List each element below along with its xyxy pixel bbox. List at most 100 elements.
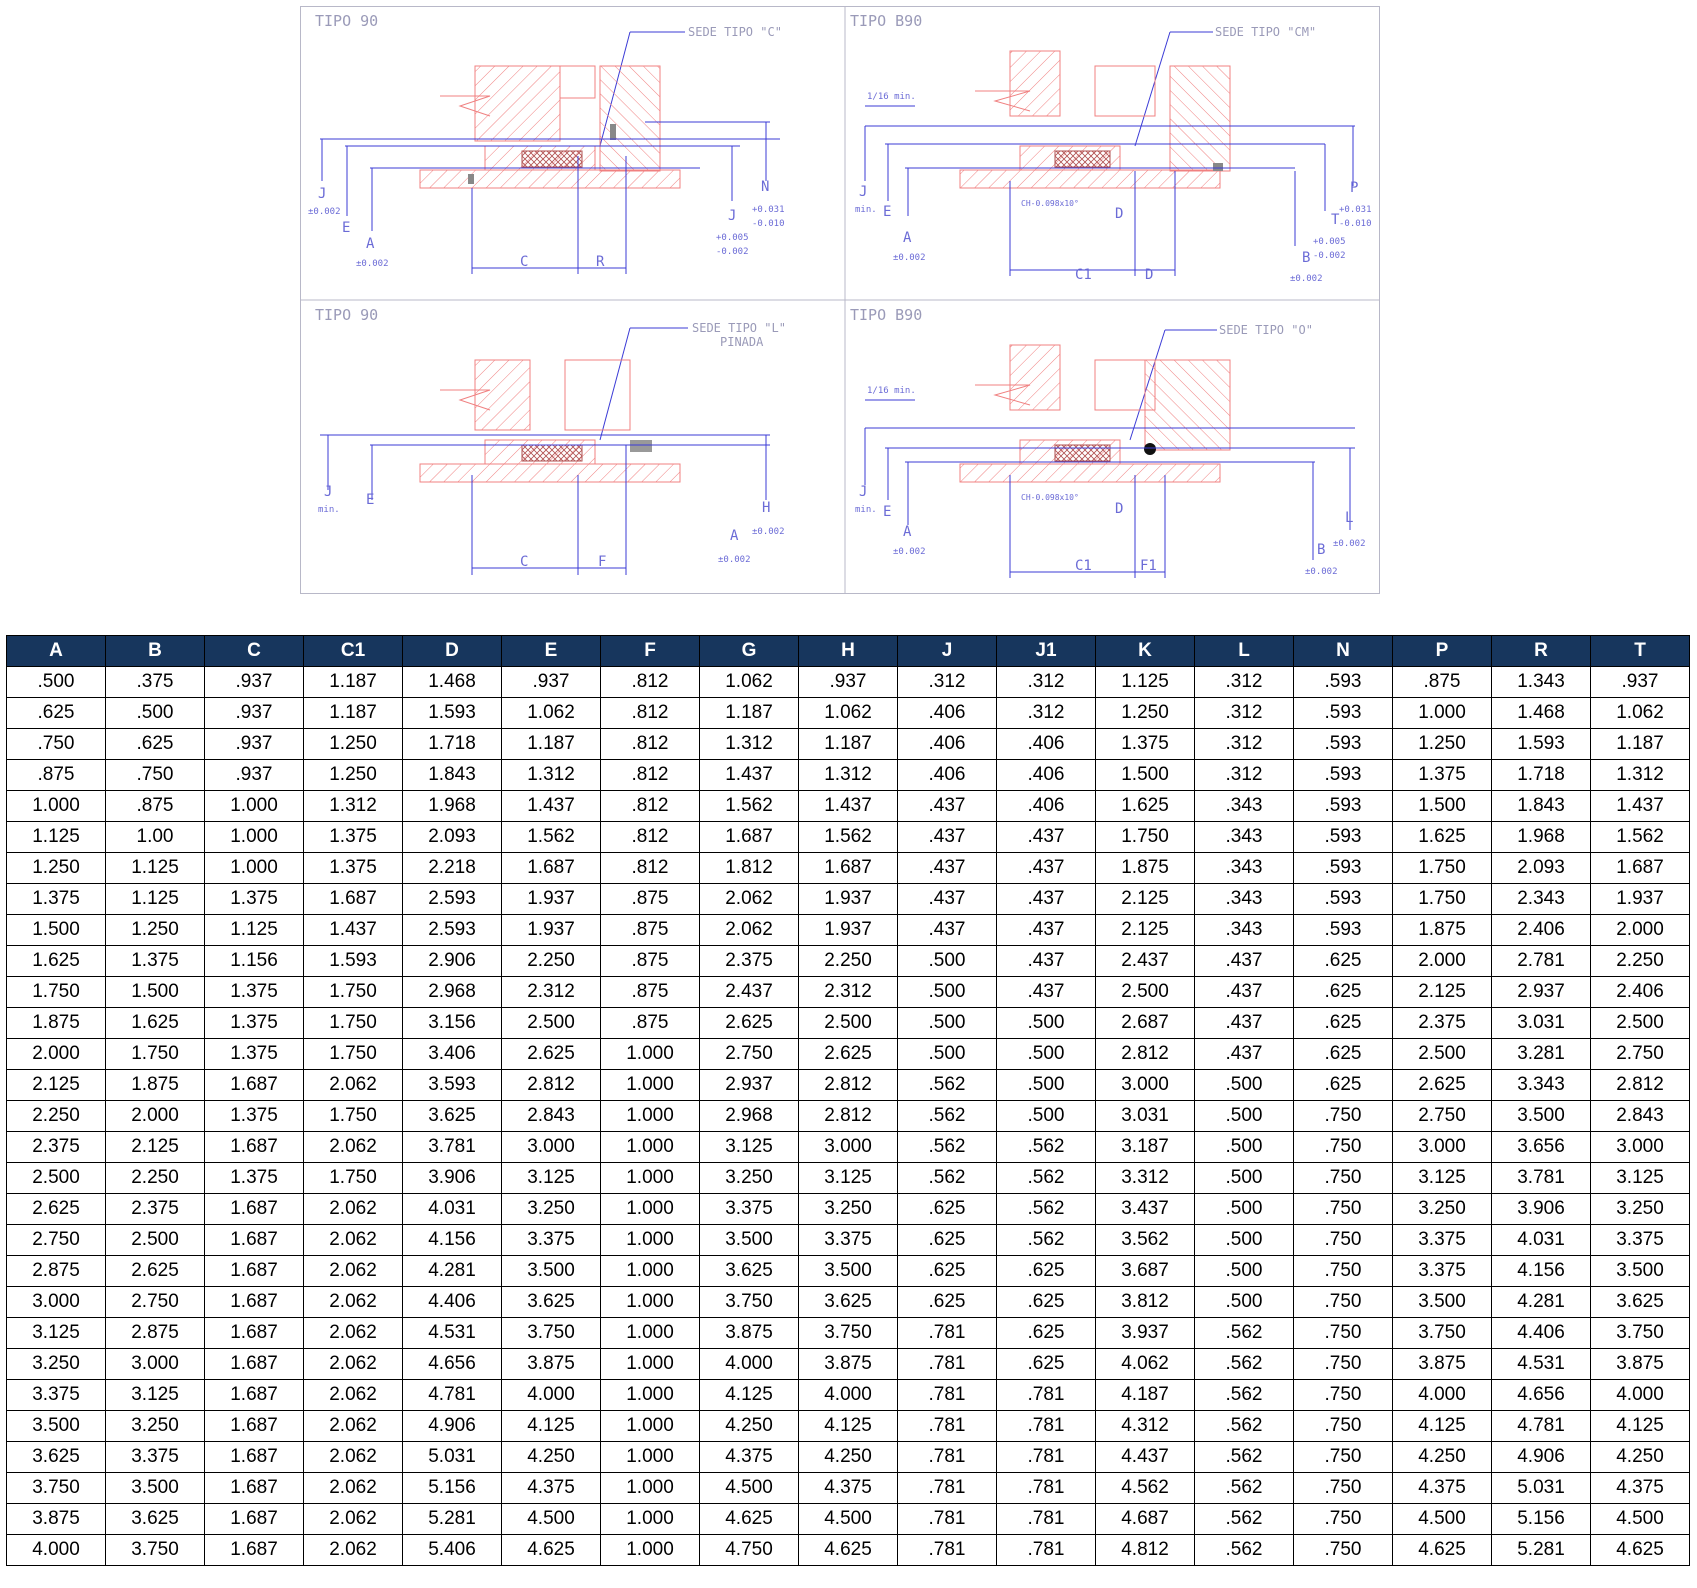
svg-text:A: A: [903, 230, 912, 246]
svg-text:C: C: [520, 554, 528, 570]
table-cell: .437: [897, 852, 997, 884]
table-cell: 1.687: [303, 883, 403, 915]
table-cell: 1.468: [1491, 697, 1591, 729]
table-cell: 4.156: [1491, 1255, 1591, 1287]
table-cell: 2.062: [303, 1069, 403, 1101]
table-cell: 1.875: [1392, 914, 1492, 946]
table-cell: 1.718: [402, 728, 502, 760]
table-cell: .500: [897, 1007, 997, 1039]
table-cell: 1.937: [798, 883, 898, 915]
table-cell: 3.875: [1392, 1348, 1492, 1380]
table-cell: 1.125: [105, 852, 205, 884]
table-cell: .343: [1194, 790, 1294, 822]
table-cell: 2.500: [501, 1007, 601, 1039]
table-cell: .500: [897, 976, 997, 1008]
table-row: 3.375 3.125 1.687 2.062 4.781 4.000 1.000 4.125…: [6, 1379, 1690, 1411]
table-cell: 1.000: [600, 1317, 700, 1349]
table-cell: 1.312: [798, 759, 898, 791]
column-header-g: G: [699, 635, 799, 667]
table-cell: 4.812: [1095, 1534, 1195, 1566]
table-cell: 4.000: [798, 1379, 898, 1411]
table-cell: 1.062: [501, 697, 601, 729]
table-cell: 1.375: [1392, 759, 1492, 791]
svg-text:CH-0.098x10°: CH-0.098x10°: [1021, 493, 1079, 502]
table-cell: 1.750: [303, 1007, 403, 1039]
table-cell: .562: [996, 1131, 1096, 1163]
table-cell: 2.062: [303, 1503, 403, 1535]
panel-2-title: TIPO B90: [850, 12, 922, 30]
table-cell: 3.000: [798, 1131, 898, 1163]
table-cell: .812: [600, 728, 700, 760]
table-cell: .781: [897, 1348, 997, 1380]
table-cell: .437: [897, 883, 997, 915]
table-cell: 1.750: [1392, 852, 1492, 884]
table-cell: 4.500: [798, 1503, 898, 1535]
svg-text:J: J: [728, 208, 736, 224]
table-row: 3.625 3.375 1.687 2.062 5.031 4.250 1.000 4.375…: [6, 1441, 1690, 1473]
table-cell: 1.687: [204, 1441, 304, 1473]
table-cell: 3.875: [501, 1348, 601, 1380]
table-cell: 4.656: [402, 1348, 502, 1380]
table-cell: 1.750: [6, 976, 106, 1008]
table-cell: 1.875: [105, 1069, 205, 1101]
table-cell: .937: [204, 728, 304, 760]
table-cell: .593: [1293, 883, 1393, 915]
table-cell: 1.000: [600, 1348, 700, 1380]
table-cell: .750: [105, 759, 205, 791]
table-cell: .750: [1293, 1317, 1393, 1349]
svg-text:±0.002: ±0.002: [893, 253, 926, 263]
svg-text:C1: C1: [1075, 558, 1092, 574]
table-cell: 1.437: [798, 790, 898, 822]
svg-text:D: D: [1145, 267, 1153, 283]
svg-text:A: A: [730, 528, 739, 544]
table-cell: 2.750: [6, 1224, 106, 1256]
table-cell: 3.281: [1491, 1038, 1591, 1070]
table-cell: 3.625: [699, 1255, 799, 1287]
svg-text:+0.005: +0.005: [1313, 237, 1346, 247]
table-cell: 2.500: [1095, 976, 1195, 1008]
table-cell: .593: [1293, 759, 1393, 791]
table-cell: 3.562: [1095, 1224, 1195, 1256]
table-cell: 3.125: [1590, 1162, 1690, 1194]
table-cell: 3.375: [501, 1224, 601, 1256]
table-cell: 2.406: [1491, 914, 1591, 946]
table-cell: 2.625: [105, 1255, 205, 1287]
table-cell: 2.843: [501, 1100, 601, 1132]
table-cell: 4.500: [1590, 1503, 1690, 1535]
table-cell: 2.000: [105, 1100, 205, 1132]
table-cell: 4.906: [402, 1410, 502, 1442]
table-cell: 4.656: [1491, 1379, 1591, 1411]
table-cell: 4.781: [402, 1379, 502, 1411]
table-cell: .625: [996, 1348, 1096, 1380]
table-cell: 2.625: [6, 1193, 106, 1225]
svg-text:F: F: [598, 554, 606, 570]
table-cell: .500: [897, 945, 997, 977]
table-cell: 2.062: [303, 1348, 403, 1380]
table-cell: 3.781: [1491, 1162, 1591, 1194]
table-cell: 3.593: [402, 1069, 502, 1101]
table-cell: 3.250: [501, 1193, 601, 1225]
table-cell: 1.500: [1095, 759, 1195, 791]
table-cell: 3.125: [105, 1379, 205, 1411]
table-row: 1.500 1.250 1.125 1.437 2.593 1.937.875 2.062 1…: [6, 914, 1690, 946]
table-cell: 5.406: [402, 1534, 502, 1566]
table-cell: .781: [897, 1472, 997, 1504]
table-cell: .562: [897, 1162, 997, 1194]
table-row: 3.500 3.250 1.687 2.062 4.906 4.125 1.000 4.250…: [6, 1410, 1690, 1442]
table-cell: 3.125: [798, 1162, 898, 1194]
table-cell: 4.625: [1392, 1534, 1492, 1566]
table-cell: 2.500: [798, 1007, 898, 1039]
table-cell: 4.156: [402, 1224, 502, 1256]
table-cell: 1.250: [105, 914, 205, 946]
table-cell: 1.750: [1095, 821, 1195, 853]
table-cell: 4.375: [1392, 1472, 1492, 1504]
table-cell: 2.062: [699, 883, 799, 915]
table-cell: .562: [1194, 1410, 1294, 1442]
column-header-n: N: [1293, 635, 1393, 667]
table-cell: 4.406: [402, 1286, 502, 1318]
table-cell: .750: [1293, 1534, 1393, 1566]
table-cell: 1.250: [6, 852, 106, 884]
table-cell: 2.593: [402, 883, 502, 915]
table-cell: 2.062: [303, 1472, 403, 1504]
table-cell: 3.250: [699, 1162, 799, 1194]
